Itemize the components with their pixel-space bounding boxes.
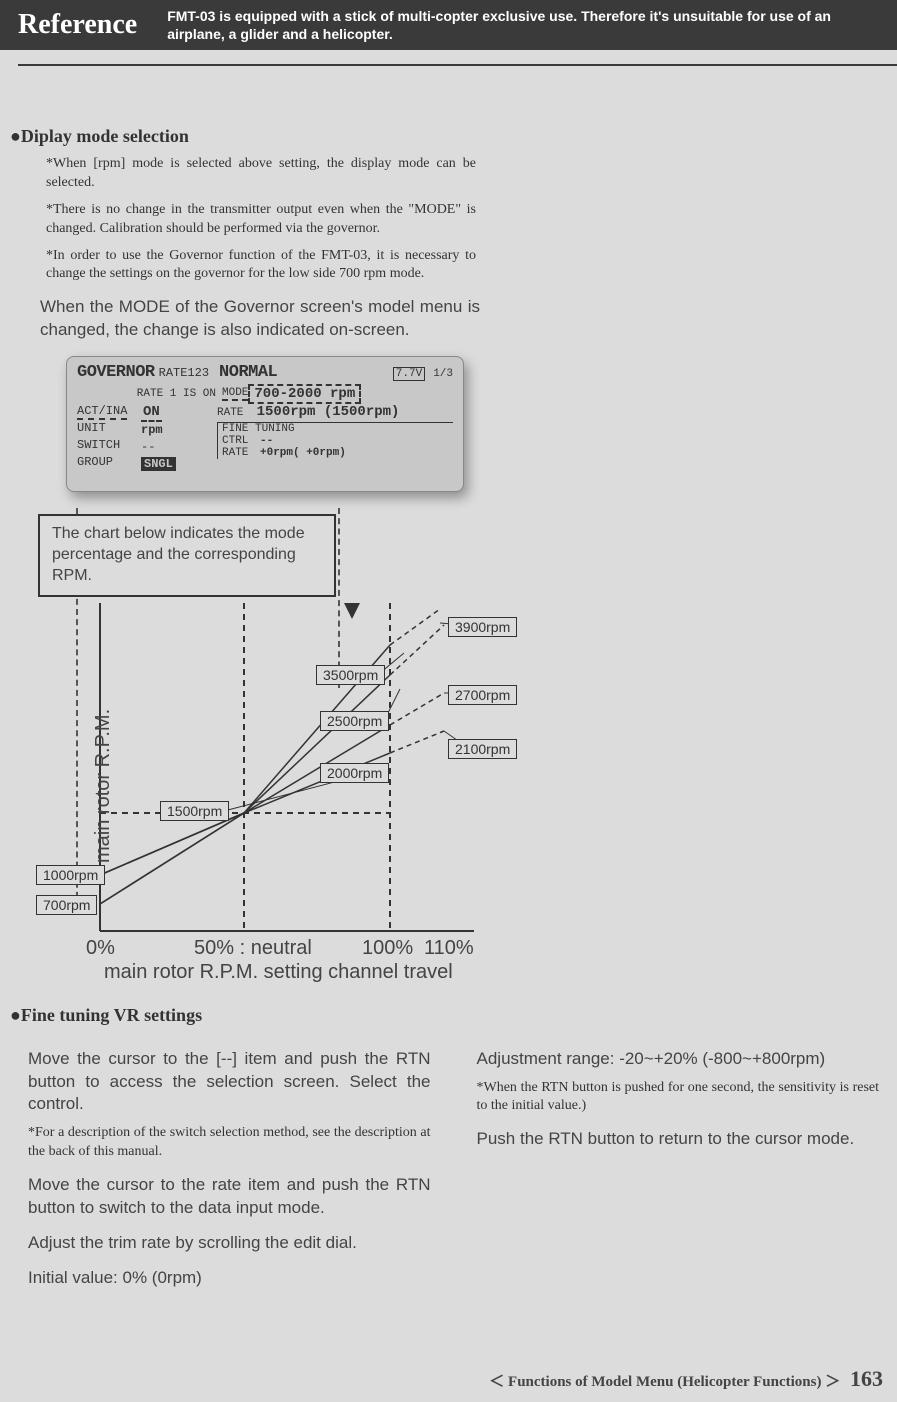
note-text: *When [rpm] mode is selected above setti… bbox=[46, 155, 476, 193]
note-text: *For a description of the switch selecti… bbox=[28, 1124, 431, 1162]
rpm-label: 1500rpm bbox=[160, 801, 229, 821]
lcd-rate-on: RATE 1 IS ON bbox=[77, 388, 222, 400]
body-text: Push the RTN button to return to the cur… bbox=[477, 1128, 880, 1151]
lcd-ctrl-label: CTRL bbox=[222, 435, 260, 447]
x-axis-label: main rotor R.P.M. setting channel travel bbox=[104, 961, 453, 984]
lcd-frate-value: +0rpm( +0rpm) bbox=[260, 447, 346, 459]
x-tick-0: 0% bbox=[86, 937, 115, 960]
note-text: *In order to use the Governor function o… bbox=[46, 247, 476, 285]
x-tick-50: 50% : neutral bbox=[194, 937, 312, 960]
y-axis-label: main rotor R.P.M. bbox=[92, 708, 115, 862]
rpm-label: 3500rpm bbox=[316, 665, 385, 685]
rpm-label: 2700rpm bbox=[448, 685, 517, 705]
x-tick-110: 110% bbox=[424, 937, 474, 960]
lcd-frate-label: RATE bbox=[222, 447, 260, 459]
rpm-label: 1000rpm bbox=[36, 865, 105, 885]
lcd-rate123: RATE123 bbox=[159, 366, 209, 380]
lcd-normal: NORMAL bbox=[219, 363, 277, 382]
rpm-label: 2500rpm bbox=[320, 711, 389, 731]
rpm-label: 2100rpm bbox=[448, 739, 517, 759]
note-text: *When the RTN button is pushed for one s… bbox=[477, 1079, 880, 1117]
lcd-screenshot: GOVERNOR RATE123 NORMAL 7.7V 1/3 RATE 1 … bbox=[66, 356, 464, 492]
lcd-rate-label: RATE 1500rpm (1500rpm) bbox=[217, 404, 453, 420]
rpm-label: 2000rpm bbox=[320, 763, 389, 783]
lcd-ctrl-value: -- bbox=[260, 435, 273, 447]
header-bar: Reference FMT-03 is equipped with a stic… bbox=[0, 0, 897, 50]
lcd-page: 1/3 bbox=[433, 368, 453, 380]
lcd-act-value: ON bbox=[141, 404, 162, 422]
rpm-chart: main rotor R.P.M. 0% 50% : neutral 100% … bbox=[44, 603, 564, 983]
lcd-unit-value: rpm bbox=[141, 423, 163, 437]
lcd-battery: 7.7V bbox=[393, 367, 425, 381]
rpm-label: 700rpm bbox=[36, 895, 97, 915]
x-tick-100: 100% bbox=[362, 937, 413, 960]
lcd-group-value: SNGL bbox=[141, 457, 176, 471]
body-text: Adjust the trim rate by scrolling the ed… bbox=[28, 1232, 431, 1255]
lcd-group-label: GROUP bbox=[77, 455, 141, 469]
lcd-fine-title: FINE TUNING bbox=[222, 423, 453, 435]
lcd-mode-value: 700-2000 rpm bbox=[248, 384, 361, 404]
footer: ＜ Functions of Model Menu (Helicopter Fu… bbox=[489, 1366, 883, 1392]
note-text: *There is no change in the transmitter o… bbox=[46, 201, 476, 239]
body-text: Move the cursor to the rate item and pus… bbox=[28, 1174, 431, 1220]
lcd-act-label: ACT/INA bbox=[77, 404, 141, 418]
body-text: Initial value: 0% (0rpm) bbox=[28, 1267, 431, 1290]
lcd-switch-label: SWITCH bbox=[77, 438, 141, 452]
page-number: 163 bbox=[850, 1366, 883, 1391]
rpm-label: 3900rpm bbox=[448, 617, 517, 637]
body-text: Adjustment range: -20~+20% (-800~+800rpm… bbox=[477, 1048, 880, 1071]
footer-text: ＜ Functions of Model Menu (Helicopter Fu… bbox=[489, 1374, 840, 1390]
divider bbox=[18, 64, 897, 66]
lcd-switch-value: -- bbox=[141, 440, 217, 454]
header-desc: FMT-03 is equipped with a stick of multi… bbox=[167, 7, 879, 43]
header-title: Reference bbox=[18, 9, 137, 41]
chart-note-box: The chart below indicates the mode perce… bbox=[38, 514, 336, 596]
lcd-unit-label: UNIT bbox=[77, 421, 141, 435]
lcd-mode-label: MODE bbox=[222, 387, 248, 401]
body-text: Move the cursor to the [--] item and pus… bbox=[28, 1048, 431, 1117]
chart-svg bbox=[44, 603, 564, 983]
lcd-title: GOVERNOR bbox=[77, 363, 155, 382]
section-heading-display-mode: ●Diplay mode selection bbox=[10, 126, 879, 147]
section-heading-fine-tuning: ●Fine tuning VR settings bbox=[10, 1005, 879, 1026]
body-text: When the MODE of the Governor screen's m… bbox=[40, 296, 480, 342]
